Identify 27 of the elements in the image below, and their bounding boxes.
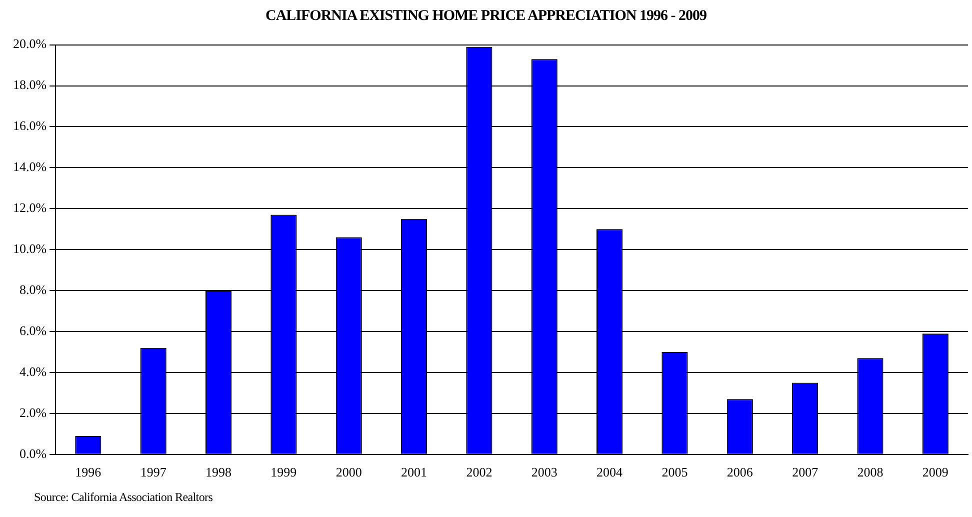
x-tick-label: 1999 [270,464,297,480]
y-tick-label: 18.0% [12,77,47,92]
x-tick-label: 2009 [922,464,948,480]
x-tick-label: 2006 [726,464,754,480]
y-tick-label: 6.0% [19,322,47,338]
y-tick-label: 16.0% [12,118,47,134]
y-tick-label: 12.0% [12,200,47,216]
y-tick-label: 14.0% [12,159,47,174]
x-tick-label: 2002 [466,464,492,480]
x-tick-label: 2008 [857,464,884,480]
x-tick-label: 2001 [401,464,428,480]
source-note: Source: California Association Realtors [34,490,213,505]
y-tick-label: 8.0% [19,282,47,297]
y-tick-label: 4.0% [19,364,47,379]
x-tick-label: 2004 [596,464,624,480]
y-tick-label: 10.0% [12,241,47,256]
x-tick-label: 1996 [75,464,102,480]
y-tick-label: 2.0% [19,404,47,420]
x-tick-label: 2000 [336,464,362,480]
x-tick-label: 1998 [206,464,232,480]
x-tick-label: 1997 [140,464,167,480]
chart-title: CALIFORNIA EXISTING HOME PRICE APPRECIATION 1996 - 2009 [264,8,708,25]
x-tick-label: 2007 [792,464,819,480]
x-tick-label: 2005 [662,464,688,480]
y-tick-label: 0.0% [19,446,47,461]
x-tick-label: 2003 [531,464,558,480]
y-tick-label: 20.0% [12,36,47,52]
